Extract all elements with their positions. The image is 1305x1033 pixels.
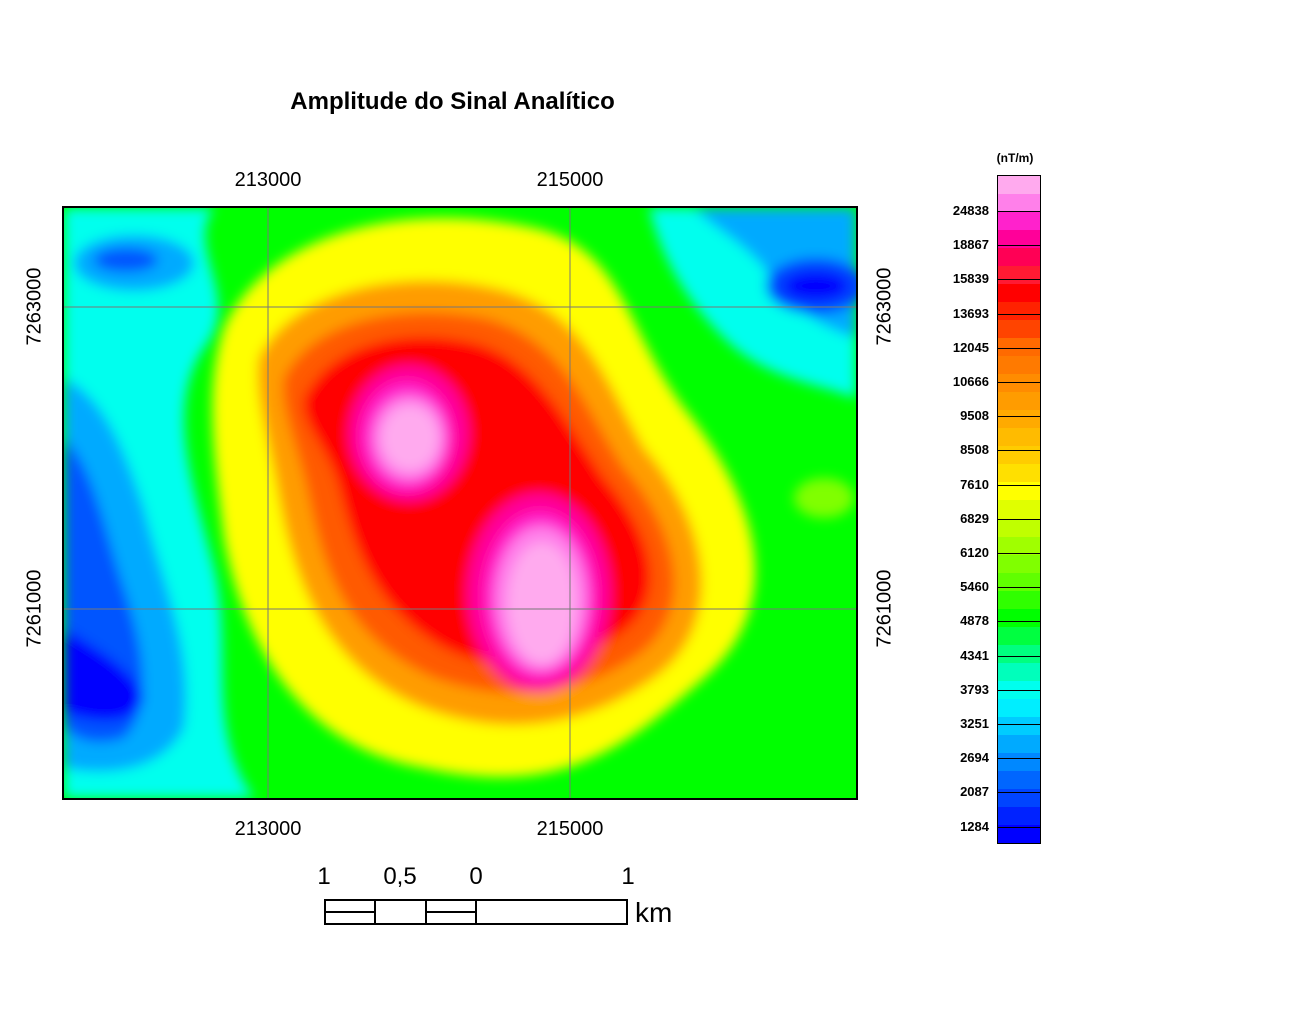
legend-label: 4341 [960, 647, 989, 663]
scale-label-0-5: 0,5 [383, 863, 417, 890]
legend-unit: (nT/m) [996, 151, 1034, 165]
legend-color-step [998, 176, 1040, 195]
legend-label: 9508 [960, 408, 989, 424]
y-tick-left-7261000: 7261000 [23, 569, 46, 648]
legend-color-step [998, 248, 1040, 267]
map-title: Amplitude do Sinal Analítico [290, 88, 615, 115]
legend-color-step [998, 716, 1040, 736]
legend-color-step [998, 626, 1040, 646]
contour-map [62, 206, 858, 800]
legend-tick [998, 758, 1040, 760]
y-tick-right-7263000: 7263000 [873, 267, 896, 346]
legend-tick [998, 689, 1040, 691]
legend-color-step [998, 374, 1040, 393]
legend-color-step [998, 338, 1040, 357]
color-legend-bar [997, 175, 1041, 844]
legend-color-step [998, 752, 1040, 772]
legend-label: 3251 [960, 716, 989, 731]
legend-tick [998, 245, 1040, 247]
legend-color-step [998, 500, 1040, 519]
legend-color-step [998, 536, 1040, 556]
legend-label: 2087 [960, 784, 989, 800]
legend-tick [998, 484, 1040, 486]
y-tick-right-7261000: 7261000 [873, 569, 896, 648]
scale-label-0: 0 [469, 863, 483, 890]
legend-label: 13693 [952, 305, 989, 321]
legend-color-step [998, 230, 1040, 249]
legend-tick [998, 621, 1040, 623]
legend-color-step [998, 608, 1040, 628]
legend-label: 12045 [952, 339, 989, 355]
legend-tick [998, 655, 1040, 657]
legend-label: 10666 [952, 374, 989, 389]
legend-label: 18867 [952, 237, 989, 253]
legend-tick [998, 279, 1040, 281]
x-tick-top-215000: 215000 [536, 169, 604, 191]
legend-color-step [998, 284, 1040, 303]
legend-color-step [998, 590, 1040, 610]
legend-color-step [998, 356, 1040, 375]
legend-label: 6829 [960, 510, 989, 526]
legend-color-step [998, 464, 1040, 483]
legend-tick [998, 382, 1040, 383]
legend-color-step [998, 482, 1040, 501]
scale-label-1-left: 1 [317, 863, 331, 890]
legend-color-step [998, 788, 1040, 808]
legend-label: 24838 [952, 203, 989, 218]
x-tick-bottom-215000: 215000 [536, 818, 604, 840]
legend-label: 6120 [960, 545, 989, 560]
legend-tick [998, 450, 1040, 452]
legend-color-step [998, 446, 1040, 465]
legend-tick [998, 587, 1040, 589]
legend-color-step [998, 428, 1040, 447]
legend-tick [998, 313, 1040, 315]
legend-tick [998, 792, 1040, 794]
legend-label: 1284 [960, 818, 989, 834]
legend-tick [998, 347, 1040, 349]
legend-label: 8508 [960, 442, 989, 458]
scale-label-1-right: 1 [621, 863, 635, 890]
legend-label: 5460 [960, 579, 989, 595]
legend-label: 3793 [960, 681, 989, 697]
legend-tick [998, 416, 1040, 418]
legend-color-step [998, 554, 1040, 574]
legend-color-step [998, 662, 1040, 682]
legend-color-step [998, 410, 1040, 429]
legend-label: 4878 [960, 613, 989, 629]
legend-tick [998, 724, 1040, 725]
legend-label: 15839 [952, 271, 989, 287]
legend-color-step [998, 734, 1040, 754]
x-tick-top-213000: 213000 [234, 169, 302, 191]
scale-bar [324, 899, 628, 925]
legend-color-step [998, 392, 1040, 411]
legend-label: 2694 [960, 750, 989, 766]
y-tick-left-7263000: 7263000 [23, 267, 46, 346]
legend-color-step [998, 266, 1040, 285]
legend-color-step [998, 824, 1040, 844]
legend-color-step [998, 320, 1040, 339]
legend-color-step [998, 698, 1040, 718]
legend-color-step [998, 194, 1040, 213]
legend-tick [998, 518, 1040, 520]
legend-color-step [998, 302, 1040, 321]
legend-color-step [998, 806, 1040, 826]
legend-color-step [998, 770, 1040, 790]
legend-tick [998, 826, 1040, 828]
legend-color-step [998, 212, 1040, 231]
legend-color-step [998, 644, 1040, 664]
legend-color-step [998, 518, 1040, 538]
legend-color-step [998, 572, 1040, 592]
x-tick-bottom-213000: 213000 [234, 818, 302, 840]
legend-tick [998, 553, 1040, 554]
legend-tick [998, 211, 1040, 212]
scale-unit: km [635, 897, 673, 928]
legend-label: 7610 [960, 476, 989, 492]
